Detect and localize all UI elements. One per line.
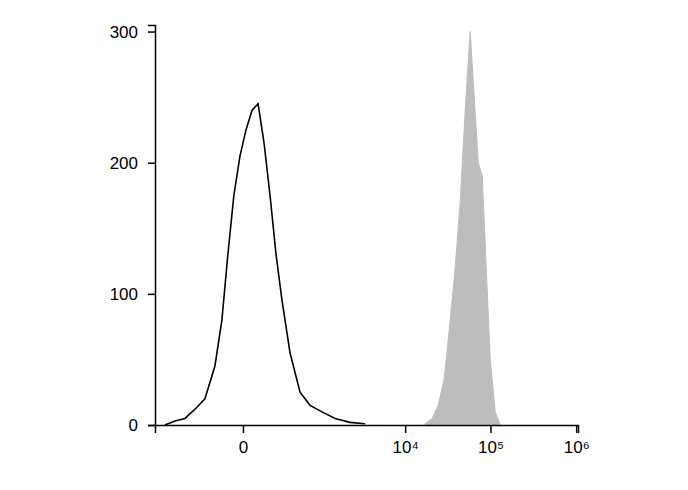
y-axis-line <box>148 26 156 426</box>
y-tick: 100 <box>110 285 155 304</box>
y-tick-label: 0 <box>129 416 138 435</box>
x-tick: 0 <box>239 425 248 457</box>
x-tick: 10⁶ <box>564 425 590 457</box>
y-tick-mark <box>148 162 155 164</box>
y-tick: 0 <box>129 416 155 435</box>
x-tick-label: 10⁵ <box>478 438 504 457</box>
histogram-line <box>165 104 365 425</box>
x-tick: 10⁴ <box>393 425 419 457</box>
histogram-area <box>425 32 500 425</box>
x-tick-mark <box>243 425 245 433</box>
y-tick-label: 200 <box>110 154 138 173</box>
y-tick-label: 100 <box>110 285 138 304</box>
x-axis: 0 10⁴ 10⁵ 10⁶ <box>156 425 590 457</box>
x-axis-line <box>156 426 579 434</box>
x-tick-mark <box>490 425 492 433</box>
x-tick-label: 10⁴ <box>393 438 419 457</box>
x-tick-mark <box>405 425 407 433</box>
y-tick-label: 300 <box>110 22 138 41</box>
plot-area <box>165 32 500 425</box>
y-tick-mark <box>148 31 155 33</box>
chart: 0 10⁴ 10⁵ 10⁶ 0 100 200 300 <box>0 0 688 490</box>
y-tick: 300 <box>110 22 155 41</box>
x-tick-label: 10⁶ <box>564 438 590 457</box>
y-tick: 200 <box>110 154 155 173</box>
x-tick: 10⁵ <box>478 425 504 457</box>
x-tick-label: 0 <box>239 438 248 457</box>
y-tick-mark <box>148 425 155 427</box>
x-tick-mark <box>576 425 578 433</box>
y-tick-mark <box>148 294 155 296</box>
y-axis: 0 100 200 300 <box>110 22 156 434</box>
